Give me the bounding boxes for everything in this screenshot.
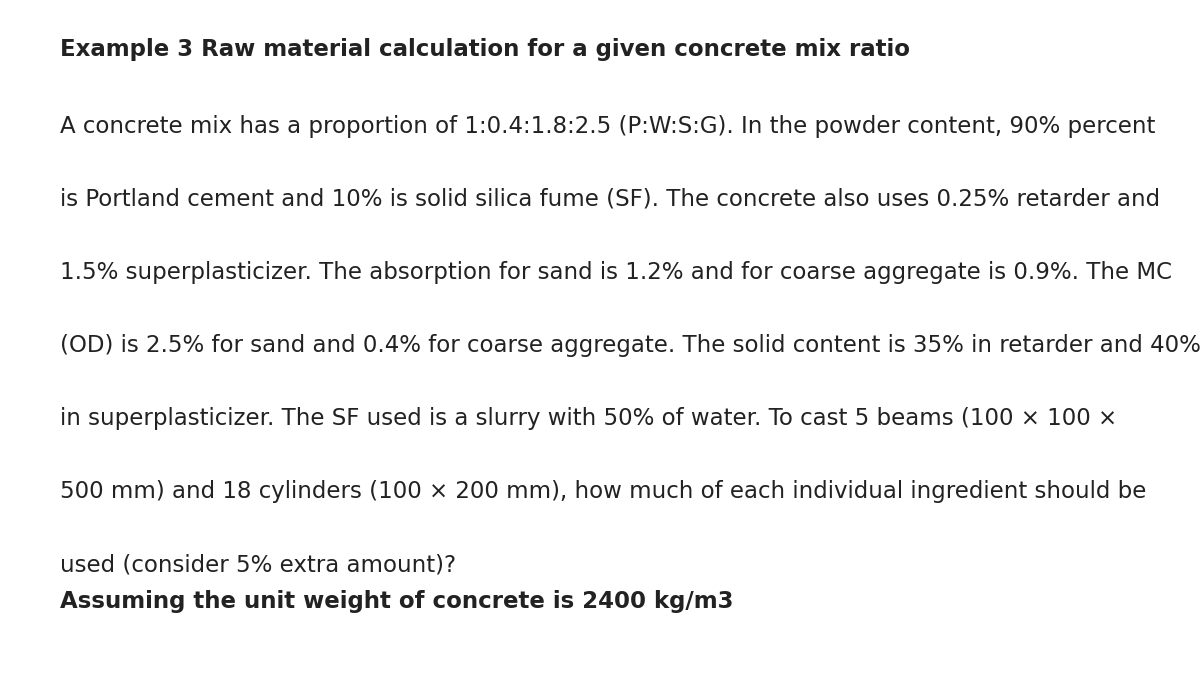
Text: in superplasticizer. The SF used is a slurry with 50% of water. To cast 5 beams : in superplasticizer. The SF used is a sl… — [60, 407, 1117, 430]
Text: 500 mm) and 18 cylinders (100 × 200 mm), how much of each individual ingredient : 500 mm) and 18 cylinders (100 × 200 mm),… — [60, 480, 1146, 503]
Text: Example 3 Raw material calculation for a given concrete mix ratio: Example 3 Raw material calculation for a… — [60, 38, 910, 61]
Text: is Portland cement and 10% is solid silica fume (SF). The concrete also uses 0.2: is Portland cement and 10% is solid sili… — [60, 188, 1160, 211]
Text: 1.5% superplasticizer. The absorption for sand is 1.2% and for coarse aggregate : 1.5% superplasticizer. The absorption fo… — [60, 261, 1172, 284]
Text: used (consider 5% extra amount)?: used (consider 5% extra amount)? — [60, 553, 456, 576]
Text: A concrete mix has a proportion of 1:0.4:1.8:2.5 (P:W:S:G). In the powder conten: A concrete mix has a proportion of 1:0.4… — [60, 115, 1156, 138]
Text: Assuming the unit weight of concrete is 2400 kg/m3: Assuming the unit weight of concrete is … — [60, 590, 733, 613]
Text: (OD) is 2.5% for sand and 0.4% for coarse aggregate. The solid content is 35% in: (OD) is 2.5% for sand and 0.4% for coars… — [60, 334, 1200, 357]
